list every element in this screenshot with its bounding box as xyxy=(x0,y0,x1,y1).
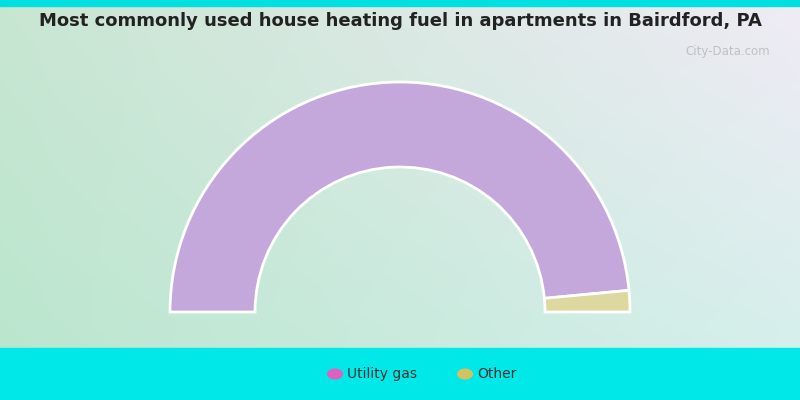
Wedge shape xyxy=(544,290,630,312)
Bar xyxy=(0,348,800,400)
Ellipse shape xyxy=(457,368,473,380)
Bar xyxy=(0,0,800,6)
Text: Most commonly used house heating fuel in apartments in Bairdford, PA: Most commonly used house heating fuel in… xyxy=(38,12,762,30)
Text: City-Data.com: City-Data.com xyxy=(686,45,770,58)
Ellipse shape xyxy=(327,368,343,380)
Wedge shape xyxy=(170,82,629,312)
Text: Other: Other xyxy=(477,367,516,381)
Text: Utility gas: Utility gas xyxy=(347,367,417,381)
